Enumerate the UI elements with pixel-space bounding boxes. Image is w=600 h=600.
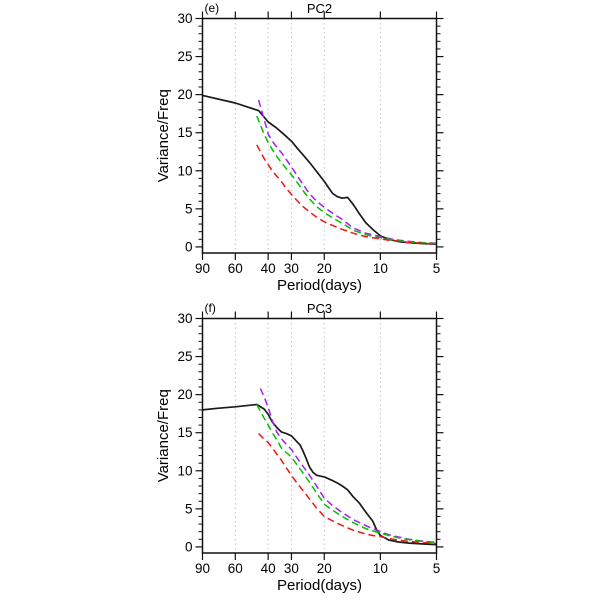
x-axis-tick-label: 5 [433, 261, 441, 276]
y-axis-tick-label: 30 [177, 11, 192, 26]
plot-frame [201, 17, 438, 254]
x-axis-tick-label: 30 [284, 261, 299, 276]
panel-label: (e) [205, 1, 220, 15]
x-axis-title: Period(days) [277, 277, 362, 294]
series-line-black-solid [202, 403, 437, 546]
series-line-red-dashed [256, 144, 437, 245]
x-axis-tick-label: 40 [261, 261, 276, 276]
x-axis-title: Period(days) [277, 577, 362, 594]
y-axis-tick-label: 20 [177, 387, 192, 402]
y-axis-tick-label: 30 [177, 311, 192, 326]
series-line-violet-dashed [257, 99, 437, 245]
x-axis-tick-label: 40 [261, 561, 276, 576]
y-axis-tick-label: 15 [177, 125, 192, 140]
x-axis-tick-label: 5 [433, 561, 441, 576]
x-axis-tick-label: 60 [228, 261, 243, 276]
y-axis-tick-label: 0 [185, 539, 193, 554]
y-axis-title: Variance/Freq [155, 89, 172, 182]
y-axis-tick-label: 25 [177, 349, 192, 364]
y-axis-tick-label: 5 [185, 501, 193, 516]
y-axis-title: Variance/Freq [155, 389, 172, 482]
plot-frame [201, 317, 438, 554]
series-line-violet-dashed [259, 388, 437, 544]
y-axis-tick-label: 10 [177, 463, 192, 478]
y-axis-tick-label: 5 [185, 201, 193, 216]
x-axis-tick-label: 60 [228, 561, 243, 576]
x-axis-tick-label: 90 [195, 561, 210, 576]
panel-title: PC2 [307, 1, 332, 16]
y-axis-tick-label: 0 [185, 239, 193, 254]
chart-panel-pc2: 90 60 40 30 20 10 5 0 5 10 15 20 25 30 (e) PC2 Period(da… [155, 1, 444, 294]
x-axis-tick-label: 10 [373, 261, 388, 276]
y-axis-tick-label: 20 [177, 87, 192, 102]
x-axis-tick-label: 30 [284, 561, 299, 576]
x-axis-tick-label: 20 [317, 261, 332, 276]
y-axis-tick-label: 10 [177, 163, 192, 178]
y-axis-tick-label: 25 [177, 49, 192, 64]
panel-label: (f) [205, 301, 216, 315]
x-axis-tick-label: 20 [317, 561, 332, 576]
panel-title: PC3 [307, 301, 332, 316]
y-axis-tick-label: 15 [177, 425, 192, 440]
x-axis-tick-label: 90 [195, 261, 210, 276]
x-axis-tick-label: 10 [373, 561, 388, 576]
chart-panel-pc3: 90 60 40 30 20 10 5 0 5 10 15 20 25 30 (f) PC3 Period(da… [155, 301, 444, 594]
series-line-green-dashed [256, 115, 437, 245]
series-line-green-dashed [256, 404, 437, 544]
series-line-red-dashed [258, 432, 437, 545]
series-line-black-solid [202, 94, 437, 246]
